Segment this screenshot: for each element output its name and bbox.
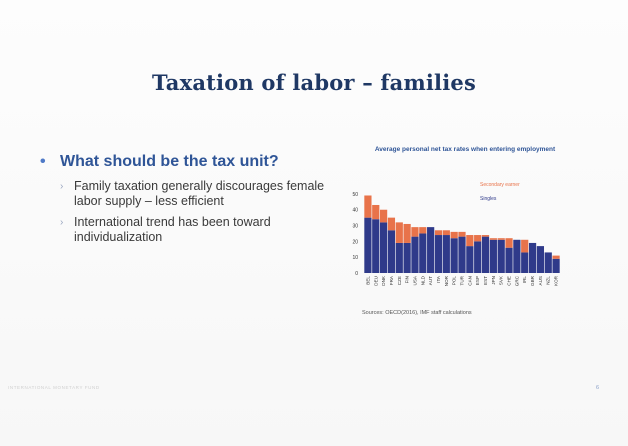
legend-secondary-earner: Secondary earner	[480, 182, 520, 188]
bar-secondary-earner	[521, 239, 529, 253]
sub-bullet-text: International trend has been toward indi…	[74, 215, 271, 244]
bar-singles	[427, 227, 435, 273]
bar-singles	[536, 246, 545, 273]
x-tick-label: CHE	[507, 276, 512, 286]
x-tick-label: CAN	[467, 276, 472, 286]
x-tick-label: DNK	[381, 275, 386, 286]
bar-secondary-earner	[434, 230, 443, 236]
bar-secondary-earner	[395, 222, 403, 243]
bar-singles	[466, 246, 474, 273]
bar-singles	[434, 235, 443, 273]
bar-singles	[379, 222, 388, 273]
x-tick-label: BEL	[365, 276, 370, 285]
legend-singles: Singles	[480, 196, 497, 202]
bar-singles	[364, 217, 372, 273]
page-number: 6	[596, 385, 600, 391]
y-tick-label: 50	[352, 192, 358, 198]
bar-singles	[552, 258, 560, 273]
bar-secondary-earner	[466, 235, 474, 247]
bar-singles	[450, 238, 458, 273]
x-tick-label: IRL	[522, 276, 527, 284]
x-tick-label: TUR	[460, 275, 465, 285]
chart-source: Sources: OECD(2016), IMF staff calculati…	[362, 310, 472, 316]
bar-secondary-earner	[481, 235, 490, 237]
bullet-dot-icon: •	[40, 153, 46, 170]
x-tick-label: ITA	[436, 275, 441, 283]
x-tick-label: NZL	[546, 276, 551, 285]
x-tick-label: GRC	[514, 275, 519, 286]
x-tick-label: AUS	[538, 276, 543, 285]
x-tick-label: USA	[412, 275, 417, 285]
x-tick-label: GBR	[530, 275, 535, 286]
x-tick-label: JPN	[491, 276, 496, 285]
x-tick-label: SVK	[499, 275, 504, 285]
x-tick-label: EST	[483, 276, 488, 285]
bar-secondary-earner	[552, 255, 560, 259]
bullet-list: • What should be the tax unit? › Family …	[40, 153, 340, 251]
bar-singles	[505, 247, 513, 273]
bar-singles	[489, 239, 497, 273]
main-bullet: • What should be the tax unit?	[40, 153, 340, 171]
sub-bullet-marker-icon: ›	[60, 217, 64, 228]
x-tick-label: ESP	[475, 276, 480, 285]
bar-secondary-earner	[403, 223, 411, 243]
bar-singles	[403, 242, 411, 273]
x-tick-label: FIN	[405, 276, 410, 283]
bar-singles	[442, 235, 450, 273]
bar-secondary-earner	[387, 217, 396, 231]
main-bullet-text: What should be the tax unit?	[60, 153, 279, 170]
bar-secondary-earner	[458, 231, 466, 237]
bar-secondary-earner	[364, 195, 372, 218]
bar-singles	[474, 241, 482, 273]
x-tick-label: KOR	[554, 275, 559, 286]
bar-singles	[528, 242, 537, 273]
y-tick-label: 30	[352, 224, 358, 230]
x-tick-label: DEU	[373, 276, 378, 286]
slide-title: Taxation of labor – families	[151, 70, 476, 95]
bar-singles	[458, 236, 466, 273]
x-tick-label: CZE	[397, 276, 402, 285]
bar-secondary-earner	[379, 209, 388, 223]
x-tick-label: POL	[452, 276, 457, 286]
bar-secondary-earner	[505, 238, 513, 248]
y-tick-label: 20	[352, 239, 358, 245]
bar-secondary-earner	[497, 238, 505, 240]
chart-title: Average personal net tax rates when ente…	[374, 146, 556, 153]
sub-bullet: › Family taxation generally discourages …	[60, 179, 340, 209]
y-tick-label: 40	[352, 208, 358, 214]
sub-bullet: › International trend has been toward in…	[60, 215, 340, 245]
sub-bullet-list: › Family taxation generally discourages …	[40, 179, 340, 245]
bar-secondary-earner	[489, 238, 497, 240]
bar-singles	[481, 236, 490, 273]
x-tick-label: AUT	[428, 276, 433, 285]
x-tick-label: NLD	[420, 275, 425, 285]
bar-secondary-earner	[419, 227, 427, 234]
bar-secondary-earner	[372, 204, 380, 220]
footer-organization: INTERNATIONAL MONETARY FUND	[8, 385, 100, 390]
chart-container: 0 10 20 30 40 50 BEL DEU DNK FRA CZE FIN USA NLD AUT IT…	[340, 178, 600, 293]
bar-singles	[497, 239, 505, 273]
bar-secondary-earner	[411, 227, 419, 237]
sub-bullet-marker-icon: ›	[60, 181, 64, 192]
tax-rate-chart: 0 10 20 30 40 50 BEL DEU DNK FRA CZE FIN USA NLD AUT IT…	[352, 182, 560, 286]
bar-secondary-earner	[450, 231, 458, 239]
x-tick-label: NOR	[444, 275, 449, 286]
sub-bullet-text: Family taxation generally discourages fe…	[74, 179, 325, 208]
bar-secondary-earner	[474, 235, 482, 242]
bar-singles	[521, 252, 529, 273]
bar-singles	[411, 236, 419, 273]
bar-singles	[372, 219, 380, 273]
y-tick-label: 10	[352, 255, 358, 261]
bar-singles	[544, 252, 552, 273]
bar-singles	[387, 230, 396, 273]
bar-secondary-earner	[442, 230, 450, 236]
bar-singles	[419, 233, 427, 273]
y-tick-label: 0	[355, 271, 358, 277]
bar-singles	[513, 239, 521, 273]
bar-singles	[395, 242, 403, 273]
x-tick-label: FRA	[389, 275, 394, 285]
